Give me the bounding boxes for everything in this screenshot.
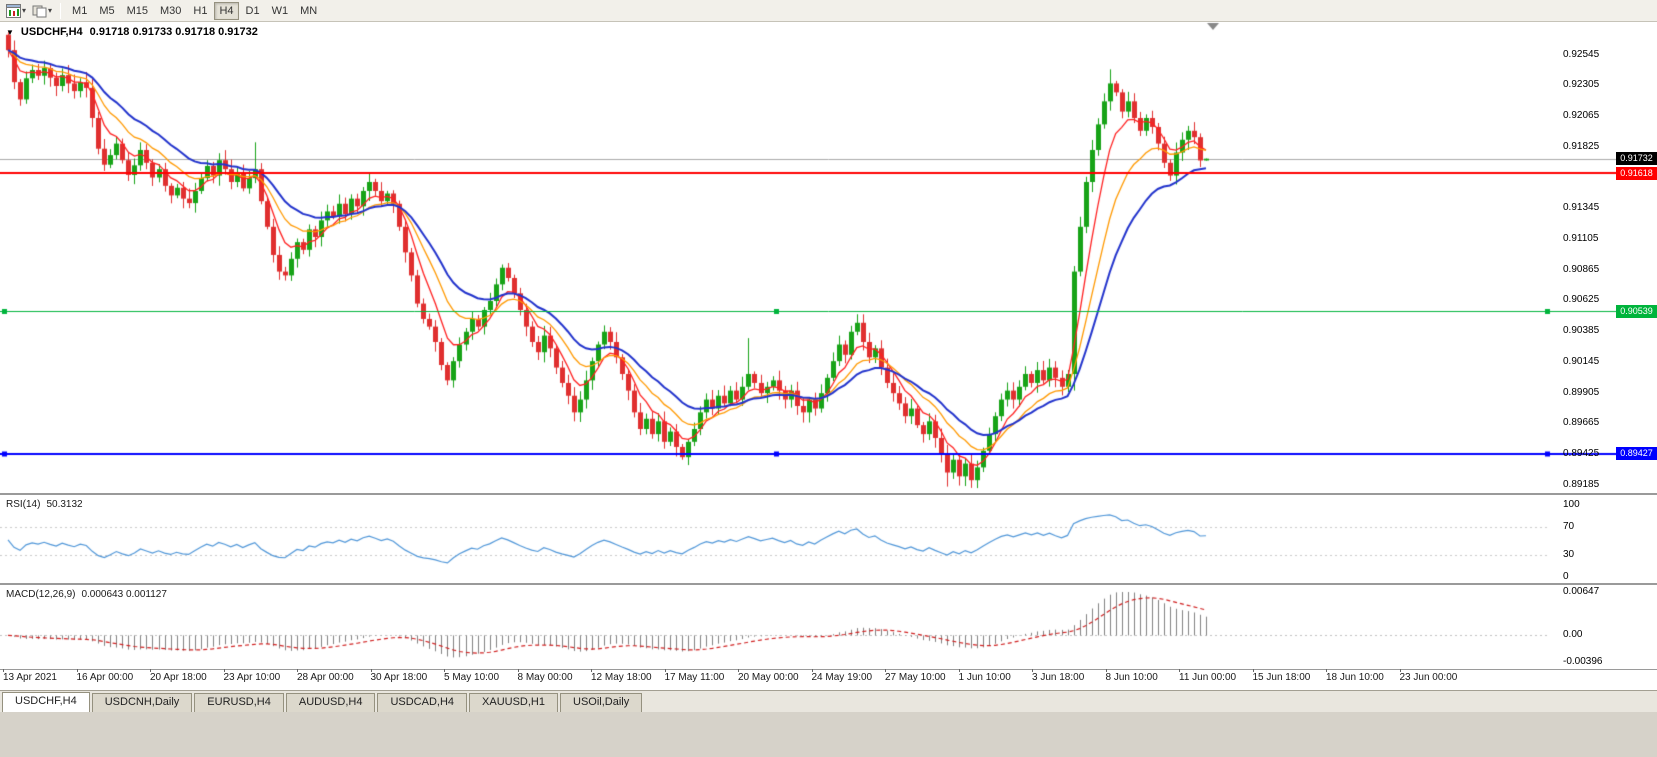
timeframe-button-m30[interactable]: M30 [160,4,182,17]
chart-window-button[interactable]: ▾ [3,1,29,21]
chart-title: ▼ USDCHF,H4 0.91718 0.91733 0.91718 0.91… [6,26,258,38]
date-axis-label: 3 Jun 18:00 [1032,669,1085,683]
timeframe-button-m5[interactable]: M5 [99,4,115,17]
toolbar-separator [60,2,62,19]
macd-indicator-label: MACD(12,26,9) 0.000643 0.001127 [6,589,167,600]
date-axis-label: 18 Jun 10:00 [1326,669,1384,683]
toolbar: ▾ ▾ M1 M5 M15 M30 H1 H4 D1 W1 MN [0,0,1657,22]
axis-divider [0,669,1657,670]
date-axis-label: 27 May 10:00 [885,669,946,683]
date-axis-label: 11 Jun 00:00 [1179,669,1237,683]
rsi-indicator-label: RSI(14) 50.3132 [6,499,83,510]
panel-divider[interactable] [0,583,1657,585]
macd-panel-canvas[interactable] [0,585,1657,669]
main-chart-canvas[interactable] [0,22,1657,493]
chart-window-icon [6,3,21,18]
timeframe-button-h4[interactable]: H4 [214,1,239,20]
date-axis-label: 20 Apr 18:00 [150,669,207,683]
date-axis-label: 20 May 00:00 [738,669,799,683]
date-axis-label: 12 May 18:00 [591,669,652,683]
chevron-down-icon: ▾ [22,6,27,15]
chevron-down-icon: ▾ [48,6,53,15]
date-axis-label: 16 Apr 00:00 [76,669,134,683]
timeframe-toolbar: M1 M5 M15 M30 H1 H4 D1 W1 MN [66,1,323,20]
chart-style-button[interactable]: ▾ [29,1,55,21]
date-axis-label: 23 Jun 00:00 [1399,669,1458,683]
macd-name: MACD(12,26,9) [6,589,76,600]
rsi-value: 50.3132 [46,499,83,510]
chart-tab-usdchf-h4[interactable]: USDCHF,H4 [2,692,90,712]
ohlc-values: 0.91718 0.91733 0.91718 0.91732 [89,26,258,38]
chart-tab-eurusd-h4[interactable]: EURUSD,H4 [194,693,284,712]
date-axis-label: 28 Apr 00:00 [297,669,354,683]
chart-tab-xauusd-h1[interactable]: XAUUSD,H1 [469,693,558,712]
one-click-trading-arrow[interactable]: ▼ [6,27,14,37]
timeframe-button-h1[interactable]: H1 [193,4,208,17]
chart-tab-usdcnh-daily[interactable]: USDCNH,Daily [91,693,193,712]
timeframe-button-w1[interactable]: W1 [271,4,289,17]
chart-style-icon [32,5,47,17]
date-axis-label: 30 Apr 18:00 [370,669,428,683]
date-axis-label: 5 May 10:00 [444,669,500,683]
rsi-panel-canvas[interactable] [0,495,1657,583]
chart-tabs-bar: USDCHF,H4 USDCNH,Daily EURUSD,H4 AUDUSD,H4 U… [0,690,1657,712]
chart-tab-audusd-h4[interactable]: AUDUSD,H4 [285,693,376,712]
timeframe-button-mn[interactable]: MN [300,4,318,17]
chart-tab-usdcad-h4[interactable]: USDCAD,H4 [377,693,468,712]
symbol-period-label: USDCHF,H4 [20,26,83,38]
macd-values: 0.000643 0.001127 [81,589,167,600]
date-axis-label: 23 Apr 10:00 [223,669,281,683]
date-axis-label: 8 May 00:00 [517,669,573,683]
date-axis-label: 13 Apr 2021 [3,669,57,683]
chart-tab-usoil-daily[interactable]: USOil,Daily [560,693,643,712]
date-axis-label: 1 Jun 10:00 [958,669,1011,683]
panel-divider[interactable] [0,493,1657,495]
date-axis-label: 24 May 19:00 [811,669,873,683]
window-background [0,712,1657,757]
rsi-name: RSI(14) [6,499,41,510]
timeframe-button-m1[interactable]: M1 [72,4,88,17]
date-axis-label: 15 Jun 18:00 [1252,669,1311,683]
date-axis-label: 8 Jun 10:00 [1105,669,1158,683]
timeframe-button-d1[interactable]: D1 [245,4,260,17]
timeframe-button-m15[interactable]: M15 [126,4,148,17]
date-axis-label: 17 May 11:00 [664,669,725,683]
